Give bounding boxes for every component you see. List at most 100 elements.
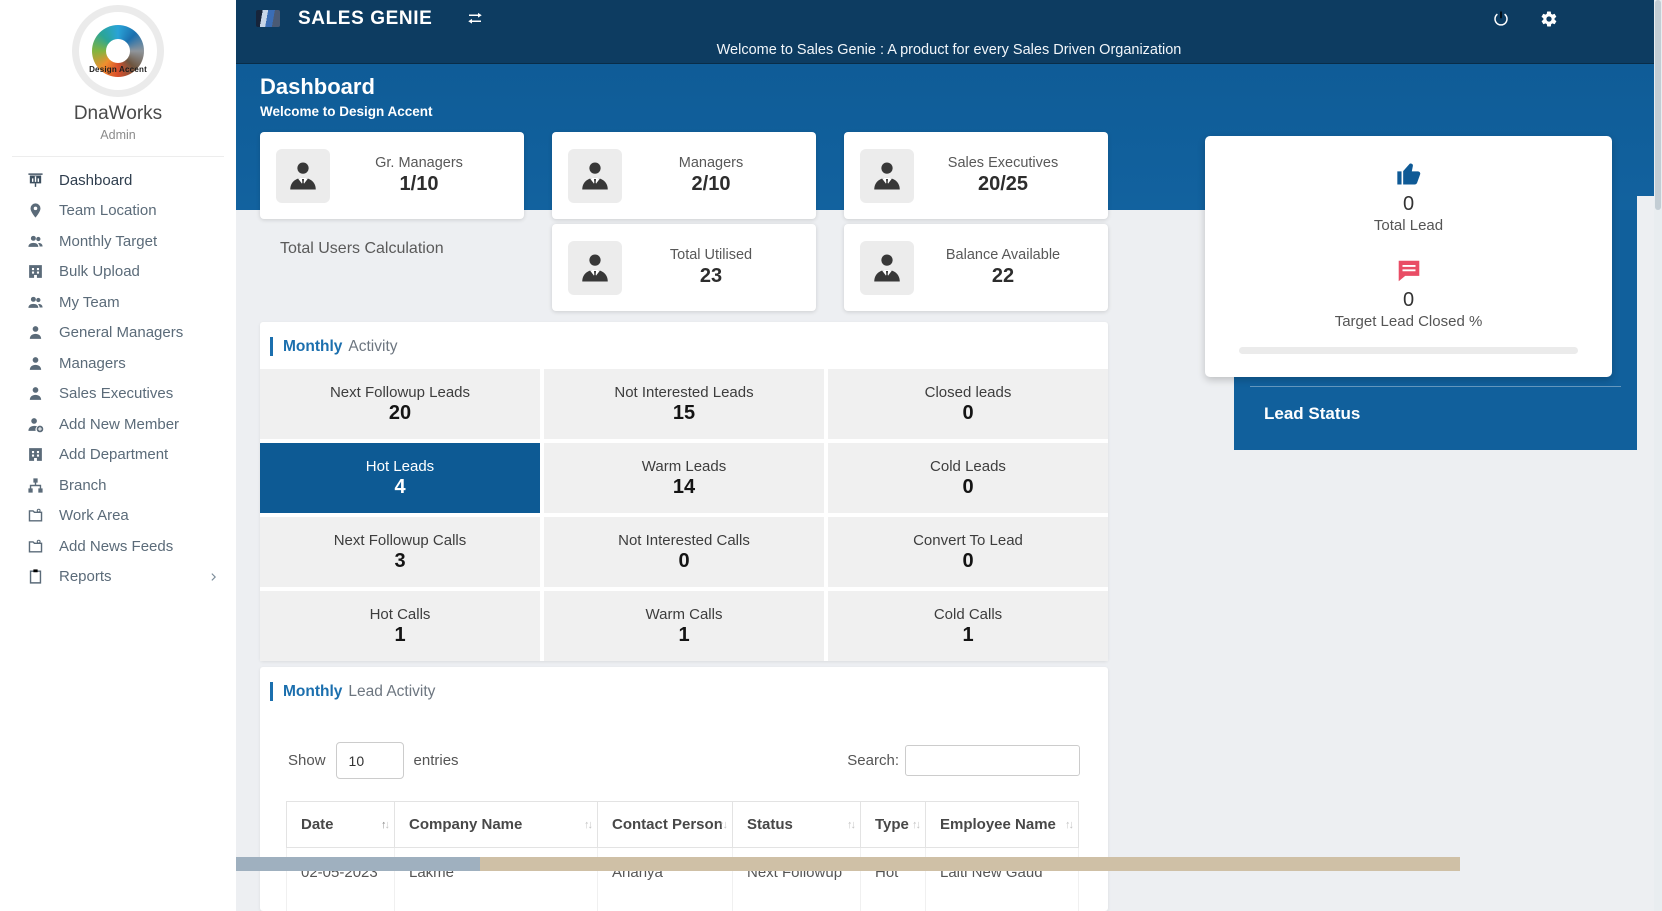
vertical-scrollbar[interactable] — [1654, 0, 1662, 911]
sidebar-item-label: Monthly Target — [59, 232, 158, 250]
settings-button[interactable] — [1540, 10, 1558, 28]
activity-label: Convert To Lead — [913, 531, 1023, 549]
activity-value: 0 — [962, 549, 974, 572]
map-pin-icon — [27, 202, 44, 219]
search-input[interactable] — [905, 745, 1080, 776]
column-header-contact-person[interactable]: Contact Person ↑↓ — [597, 801, 733, 848]
sidebar-item-add-new-member[interactable]: Add New Member — [0, 409, 236, 440]
sort-icon: ↑↓ — [847, 818, 856, 831]
building-icon — [27, 263, 44, 280]
column-header-type[interactable]: Type ↑↓ — [860, 801, 926, 848]
sidebar-item-monthly-target[interactable]: Monthly Target — [0, 226, 236, 257]
activity-cell-next-followup-leads[interactable]: Next Followup Leads 20 — [260, 369, 540, 439]
lead-status-divider — [1250, 386, 1621, 387]
sidebar-item-team-location[interactable]: Team Location — [0, 196, 236, 227]
activity-cell-warm-leads[interactable]: Warm Leads 14 — [544, 443, 824, 513]
stat-card-label: Gr. Managers — [375, 155, 463, 171]
company-logo-swirl-icon — [92, 25, 144, 77]
sidebar-item-add-news-feeds[interactable]: Add News Feeds — [0, 531, 236, 562]
activity-label: Warm Leads — [641, 457, 727, 475]
sidebar-item-label: Dashboard — [59, 171, 133, 189]
stat-card-total-utilised: Total Utilised 23 — [552, 224, 816, 311]
sort-icon: ↑↓ — [912, 818, 921, 831]
section-title-rest: Activity — [348, 337, 398, 355]
sitemap-icon — [27, 477, 44, 494]
activity-label: Not Interested Leads — [614, 383, 754, 401]
person-avatar-icon — [869, 158, 905, 194]
person-avatar-icon — [869, 250, 905, 286]
stat-card-value: 22 — [991, 265, 1015, 287]
sidebar-item-label: Branch — [59, 476, 107, 494]
activity-cell-next-followup-calls[interactable]: Next Followup Calls 3 — [260, 517, 540, 587]
gear-icon — [1540, 10, 1558, 28]
activity-cell-not-interested-leads[interactable]: Not Interested Leads 15 — [544, 369, 824, 439]
horizontal-scrollbar[interactable] — [236, 857, 1460, 871]
activity-cell-not-interested-calls[interactable]: Not Interested Calls 0 — [544, 517, 824, 587]
sidebar-item-reports[interactable]: Reports — [0, 562, 236, 593]
sidebar-item-label: Reports — [59, 568, 112, 586]
column-header-status[interactable]: Status ↑↓ — [732, 801, 861, 848]
company-logo-text: Design Accent — [89, 65, 147, 74]
navbar-actions — [1492, 10, 1642, 28]
avatar — [860, 240, 914, 295]
sidebar-menu: Dashboard Team Location Monthly Target B… — [0, 165, 236, 592]
sidebar-item-bulk-upload[interactable]: Bulk Upload — [0, 257, 236, 288]
sidebar-item-work-area[interactable]: Work Area — [0, 501, 236, 532]
sidebar-item-add-department[interactable]: Add Department — [0, 440, 236, 471]
building-icon — [27, 446, 44, 463]
activity-label: Next Followup Calls — [333, 531, 467, 549]
activity-value: 20 — [388, 401, 412, 424]
sidebar-item-dashboard[interactable]: Dashboard — [0, 165, 236, 196]
sidebar-item-my-team[interactable]: My Team — [0, 287, 236, 318]
vertical-scrollbar-thumb[interactable] — [1655, 0, 1661, 210]
column-header-date[interactable]: Date ↑↓ — [286, 801, 395, 848]
activity-cell-hot-calls[interactable]: Hot Calls 1 — [260, 591, 540, 661]
sidebar-item-label: Bulk Upload — [59, 263, 140, 281]
activity-label: Cold Leads — [930, 457, 1006, 475]
person-avatar-icon — [285, 158, 321, 194]
stat-card-label: Sales Executives — [947, 155, 1059, 171]
activity-label: Closed leads — [924, 383, 1012, 401]
activity-cell-closed-leads[interactable]: Closed leads 0 — [828, 369, 1108, 439]
column-header-company-name[interactable]: Company Name ↑↓ — [394, 801, 598, 848]
folder-icon — [27, 507, 44, 524]
sidebar-item-managers[interactable]: Managers — [0, 348, 236, 379]
activity-cell-hot-leads-selected[interactable]: Hot Leads 4 — [260, 443, 540, 513]
stat-card-label: Total Utilised — [669, 247, 753, 263]
activity-label: Cold Calls — [933, 605, 1003, 623]
activity-value: 0 — [962, 401, 974, 424]
column-header-employee-name[interactable]: Employee Name ↑↓ — [925, 801, 1079, 848]
sidebar-item-label: General Managers — [59, 324, 184, 342]
person-avatar-icon — [577, 250, 613, 286]
activity-value: 1 — [962, 623, 974, 646]
main-area: SALES GENIE Welcome to Sales Genie : A p… — [236, 0, 1662, 911]
sidebar-item-label: Managers — [59, 354, 126, 372]
sidebar-item-label: Team Location — [59, 202, 157, 220]
stat-card-text: Total Utilised 23 — [622, 247, 800, 288]
activity-cell-convert-to-lead[interactable]: Convert To Lead 0 — [828, 517, 1108, 587]
person-avatar-icon — [577, 158, 613, 194]
activity-cell-cold-calls[interactable]: Cold Calls 1 — [828, 591, 1108, 661]
logout-button[interactable] — [1492, 10, 1510, 28]
navbar-logo — [256, 10, 280, 27]
activity-label: Next Followup Leads — [329, 383, 471, 401]
activity-cell-warm-calls[interactable]: Warm Calls 1 — [544, 591, 824, 661]
sidebar-item-branch[interactable]: Branch — [0, 470, 236, 501]
users-icon — [27, 294, 44, 311]
sort-icon: ↑↓ — [719, 818, 728, 831]
activity-value: 15 — [672, 401, 696, 424]
thumbs-up-icon — [1205, 160, 1612, 188]
header-accent-bar — [270, 337, 273, 356]
sidebar-toggle-button[interactable] — [466, 10, 484, 28]
sort-icon: ↑↓ — [1065, 818, 1074, 831]
user-icon — [27, 324, 44, 341]
sidebar-item-sales-executives[interactable]: Sales Executives — [0, 379, 236, 410]
table-header-row: Date ↑↓ Company Name ↑↓ Contact Person ↑↓ S… — [286, 801, 1079, 848]
app-name: SALES GENIE — [298, 7, 433, 29]
activity-cell-cold-leads[interactable]: Cold Leads 0 — [828, 443, 1108, 513]
page-size-input[interactable] — [335, 742, 404, 779]
user-icon — [27, 385, 44, 402]
sidebar-item-general-managers[interactable]: General Managers — [0, 318, 236, 349]
horizontal-scrollbar-thumb[interactable] — [236, 857, 480, 871]
entries-label: entries — [413, 752, 459, 769]
